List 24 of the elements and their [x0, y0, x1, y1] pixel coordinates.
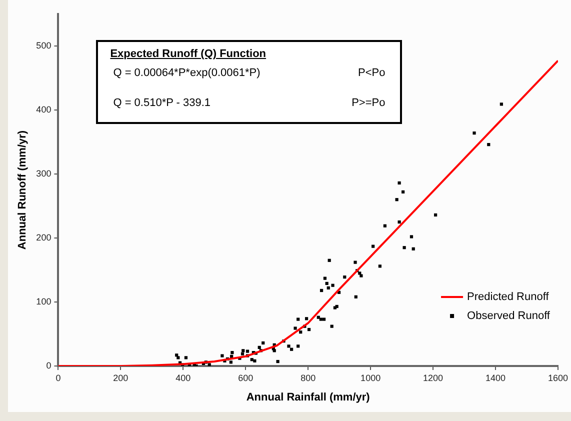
x-tick-label: 1600: [548, 372, 568, 383]
x-tick-label: 600: [238, 372, 254, 383]
x-axis-title: Annual Rainfall (mm/yr): [246, 391, 370, 404]
y-tick-label: 400: [36, 104, 52, 114]
annotation: Q = 0.510*P - 339.1: [113, 97, 211, 109]
x-tick-label: 1400: [486, 372, 506, 383]
x-tick-label: 0: [56, 372, 61, 383]
legend-label: Observed Runoff: [467, 310, 551, 322]
x-tick-label: 1200: [423, 372, 444, 383]
x-tick-label: 400: [176, 372, 191, 383]
annotation: Expected Runoff (Q) Function: [110, 48, 266, 60]
y-tick-label: 500: [36, 40, 52, 50]
y-tick-label: 200: [36, 232, 52, 242]
legend-label: Predicted Runoff: [467, 291, 550, 304]
x-tick-label: 200: [113, 372, 128, 383]
annotation: P>=Po: [352, 97, 386, 109]
y-tick-label: 0: [46, 360, 52, 370]
y-axis-title: Annual Runoff (mm/yr): [16, 130, 29, 250]
x-tick-label: 1000: [360, 372, 381, 383]
y-tick-label: 100: [36, 296, 52, 306]
y-tick-label: 300: [36, 168, 52, 178]
annotation: P<Po: [358, 67, 386, 79]
x-tick-label: 800: [300, 372, 316, 383]
annotation: Q = 0.00064*P*exp(0.0061*P): [113, 67, 260, 79]
